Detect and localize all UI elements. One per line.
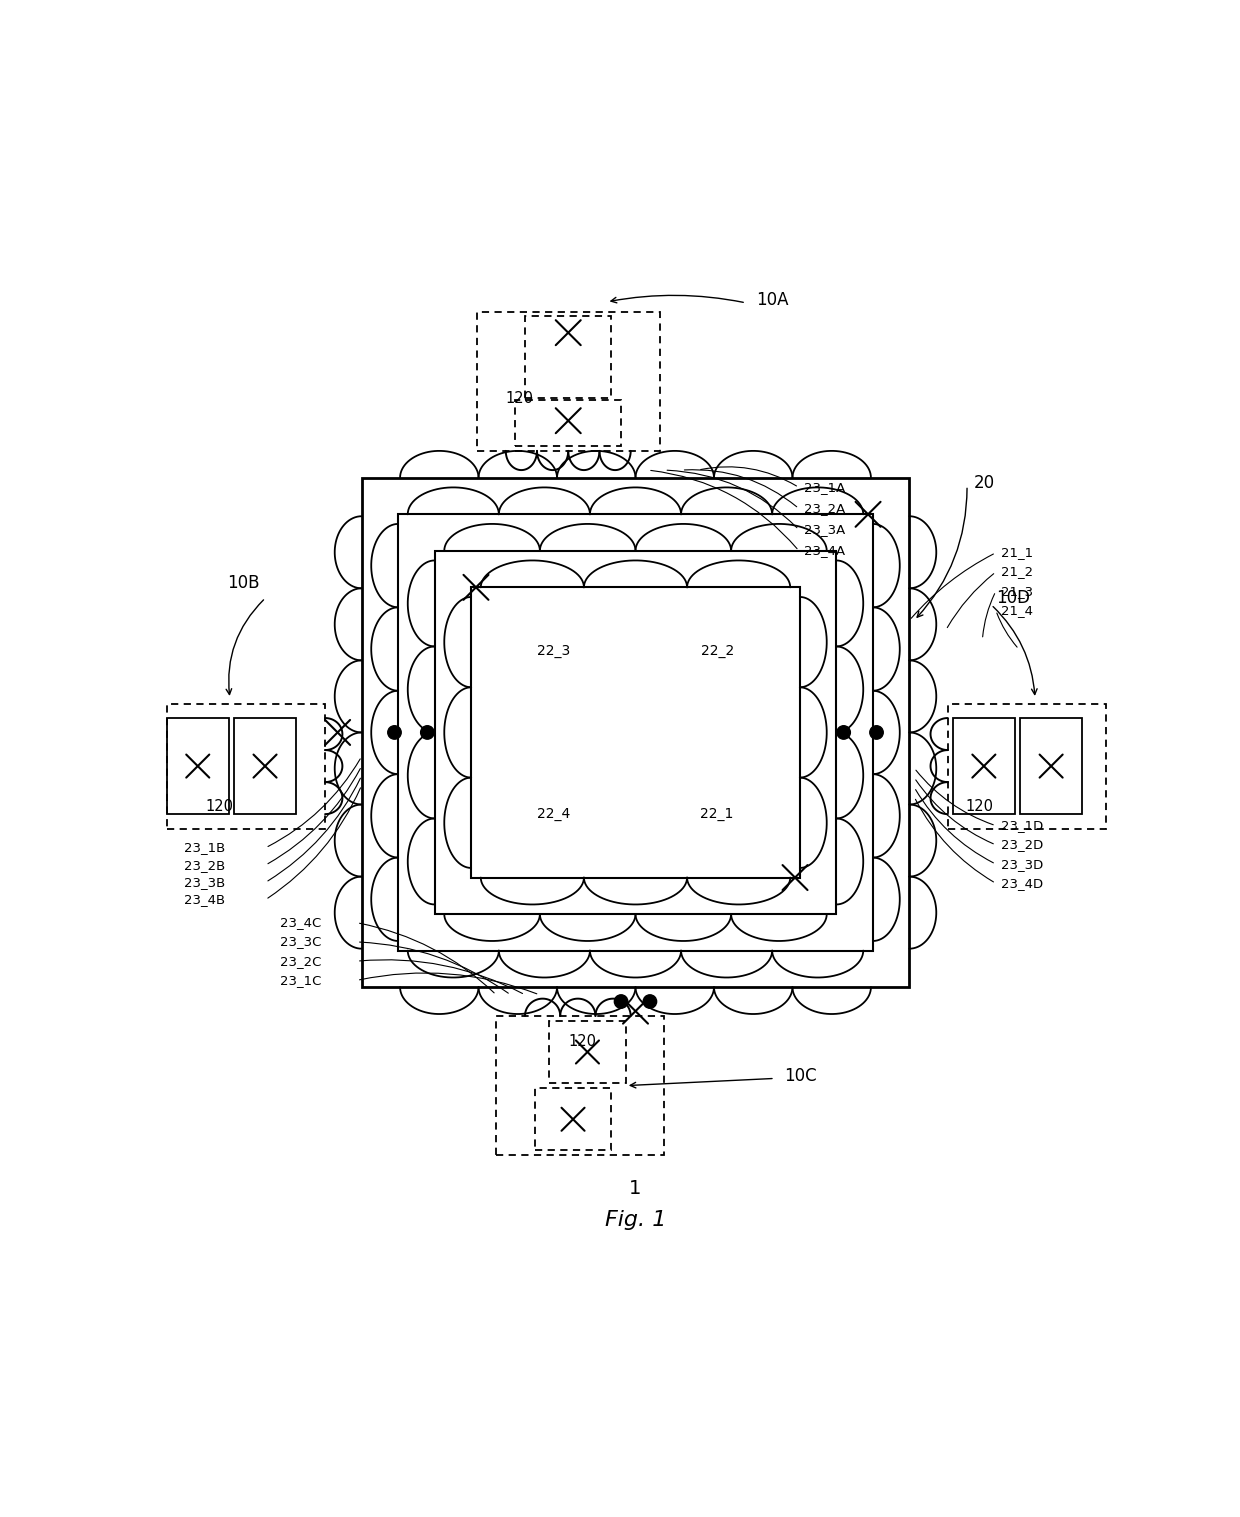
Circle shape	[644, 995, 657, 1009]
Text: 22_2: 22_2	[701, 643, 734, 658]
Bar	[496, 1016, 665, 1156]
Text: 22_4: 22_4	[537, 807, 570, 821]
Bar	[534, 1088, 611, 1150]
Bar	[234, 718, 296, 815]
Text: 23_1D: 23_1D	[1001, 819, 1043, 833]
Bar	[166, 704, 325, 828]
Text: 23_1A: 23_1A	[804, 481, 844, 495]
Bar	[1019, 718, 1083, 815]
Bar	[471, 587, 800, 877]
Text: 23_2B: 23_2B	[184, 859, 226, 872]
Text: 22_3: 22_3	[537, 643, 570, 658]
Text: 23_3D: 23_3D	[1001, 857, 1043, 871]
Text: 21_2: 21_2	[1001, 566, 1033, 578]
Text: 23_3A: 23_3A	[804, 523, 844, 536]
Circle shape	[869, 725, 883, 739]
Text: 21_3: 21_3	[1001, 584, 1033, 598]
Text: 23_3C: 23_3C	[280, 936, 321, 948]
Text: 22_1: 22_1	[701, 807, 734, 821]
Text: 20: 20	[973, 473, 994, 492]
Bar	[549, 1021, 626, 1083]
Text: 1: 1	[630, 1179, 641, 1198]
Text: 23_3B: 23_3B	[184, 875, 226, 889]
Text: 120: 120	[506, 390, 533, 405]
Bar	[398, 514, 873, 951]
Bar	[362, 478, 909, 988]
Bar	[435, 551, 836, 915]
Text: 23_1C: 23_1C	[280, 974, 321, 988]
Text: 10D: 10D	[996, 589, 1030, 607]
Text: 21_1: 21_1	[1001, 546, 1033, 560]
Circle shape	[388, 725, 402, 739]
Text: 23_2C: 23_2C	[280, 954, 321, 968]
Bar	[947, 704, 1106, 828]
Circle shape	[420, 725, 434, 739]
Bar	[525, 317, 611, 397]
Text: 120: 120	[568, 1033, 596, 1048]
Text: 23_1B: 23_1B	[184, 842, 226, 854]
Text: 120: 120	[965, 799, 993, 815]
Text: Fig. 1: Fig. 1	[605, 1209, 666, 1230]
Text: 23_2A: 23_2A	[804, 502, 844, 516]
Bar	[166, 718, 229, 815]
Text: 23_4C: 23_4C	[280, 916, 321, 930]
Text: 23_2D: 23_2D	[1001, 839, 1043, 851]
Text: 10A: 10A	[755, 291, 789, 309]
Circle shape	[614, 995, 627, 1009]
Bar	[516, 400, 621, 446]
Text: 23_4D: 23_4D	[1001, 877, 1043, 890]
Text: 21_4: 21_4	[1001, 604, 1033, 617]
Text: 120: 120	[205, 799, 233, 815]
Text: 10C: 10C	[785, 1066, 817, 1085]
Text: 10B: 10B	[227, 575, 259, 593]
Circle shape	[837, 725, 851, 739]
Bar	[477, 311, 660, 451]
Text: 23_4B: 23_4B	[184, 894, 224, 906]
Text: 23_4A: 23_4A	[804, 545, 844, 557]
Bar	[952, 718, 1016, 815]
